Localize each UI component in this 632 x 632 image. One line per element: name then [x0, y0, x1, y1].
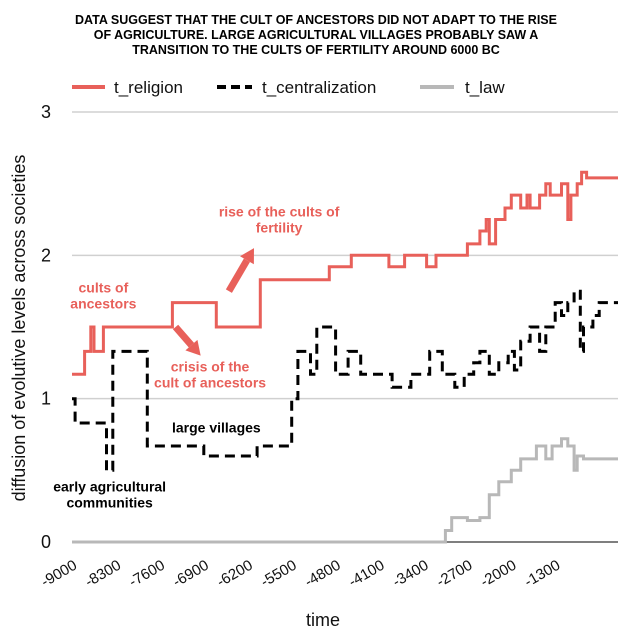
x-tick-label: -6900	[170, 557, 212, 591]
title-line-2: OF AGRICULTURE. LARGE AGRICULTURAL VILLA…	[94, 28, 538, 42]
y-tick-label: 1	[41, 389, 51, 409]
annotation-text: cult of ancestors	[154, 374, 266, 390]
x-tick-label: -2700	[434, 557, 476, 591]
annotation-arrow-shaft	[172, 324, 195, 348]
x-tick-label: -3400	[390, 557, 432, 591]
series-line-t_law	[72, 437, 618, 544]
title-line-3: TRANSITION TO THE CULTS OF FERTILITY ARO…	[132, 43, 500, 57]
annotation-text: large villages	[172, 419, 261, 435]
x-tick-label: -6200	[214, 557, 256, 591]
series-line-t_centralization	[72, 289, 618, 472]
chart-title: DATA SUGGEST THAT THE CULT OF ANCESTORS …	[75, 13, 557, 57]
annotation-text: crisis of the	[171, 358, 250, 374]
annotation-text: ancestors	[70, 295, 136, 311]
y-tick-label: 2	[41, 245, 51, 265]
annotation-text: early agricultural	[53, 479, 166, 495]
x-tick-label: -7600	[126, 557, 168, 591]
annotation-text: fertility	[256, 220, 303, 236]
x-tick-label: -9000	[38, 557, 80, 591]
y-tick-label: 0	[41, 532, 51, 552]
x-tick-label: -4800	[302, 557, 344, 591]
annotation-arrow-head	[185, 339, 201, 356]
annotation-arrow-head	[240, 248, 254, 265]
x-tick-label: -1300	[522, 557, 564, 591]
title-line-1: DATA SUGGEST THAT THE CULT OF ANCESTORS …	[75, 13, 557, 27]
annotation-arrow-shaft	[225, 258, 250, 293]
x-tick-label: -5500	[258, 557, 300, 591]
y-axis-label: diffusion of evolutive levels across soc…	[9, 155, 29, 502]
x-tick-label: -4100	[346, 557, 388, 591]
x-axis-ticks: -9000 -8300 -7600 -6900 -6200 -5500 -4800 -4100…	[38, 557, 563, 591]
y-axis-ticks: 0 1 2 3	[41, 102, 51, 552]
x-tick-label: -2000	[478, 557, 520, 591]
legend-label-t_law: t_law	[465, 78, 505, 97]
annotation-text: rise of the cults of	[219, 204, 340, 220]
annotation-text: cults of	[78, 279, 128, 295]
y-tick-label: 3	[41, 102, 51, 122]
legend: t_religion t_centralization t_law	[72, 78, 505, 97]
legend-label-t_religion: t_religion	[114, 78, 183, 97]
x-axis-label: time	[306, 610, 340, 630]
annotation-text: communities	[66, 495, 153, 511]
series-line-t_religion	[72, 170, 618, 376]
legend-label-t_centralization: t_centralization	[262, 78, 376, 97]
x-tick-label: -8300	[82, 557, 124, 591]
series-lines	[72, 170, 618, 544]
